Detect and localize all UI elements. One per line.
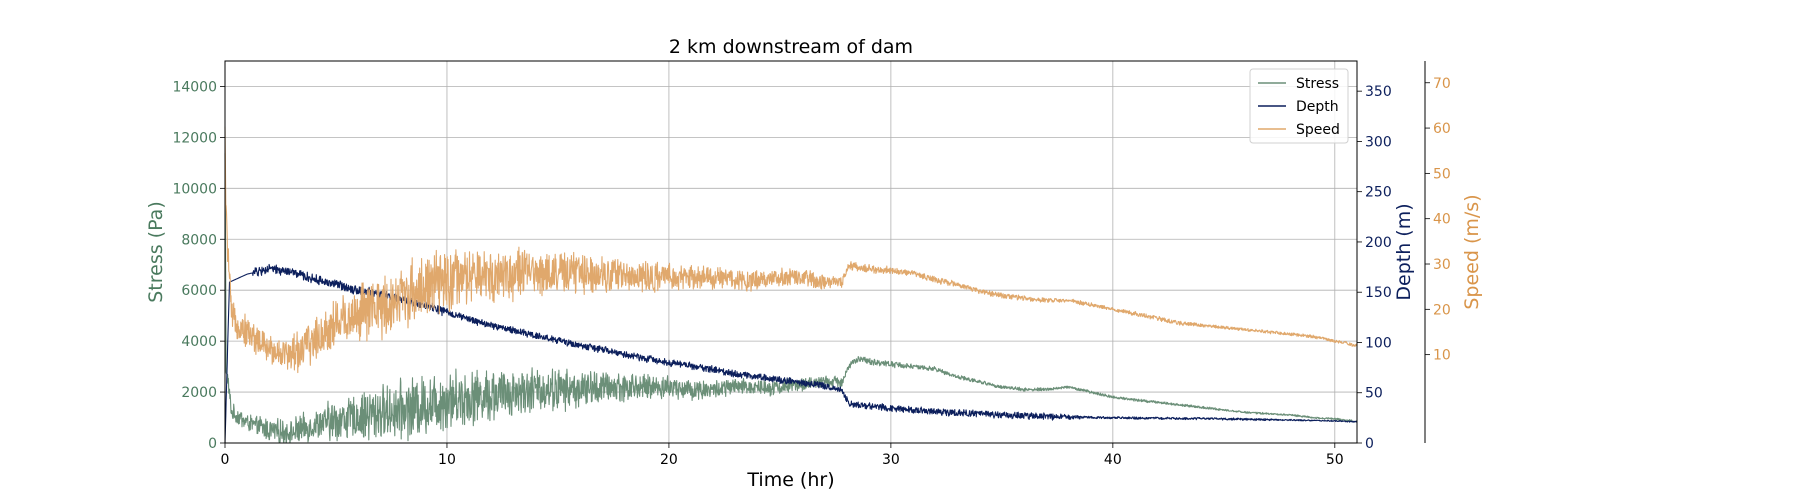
depth-tick-label: 200 [1365, 235, 1392, 251]
plot-frame [224, 60, 1358, 444]
x-tick-label: 50 [1326, 452, 1344, 468]
grid [224, 61, 1357, 444]
speed-tick-label: 50 [1433, 166, 1451, 182]
legend-label-depth: Depth [1296, 99, 1339, 115]
stress-tick-label: 12000 [172, 130, 217, 146]
stress-tick-label: 8000 [181, 232, 217, 248]
speed-tick-label: 30 [1433, 257, 1451, 273]
depth-tick-label: 100 [1365, 335, 1392, 351]
speed-tick-label: 10 [1433, 348, 1451, 364]
x-tick-label: 30 [882, 452, 900, 468]
speed-tick-label: 60 [1433, 121, 1451, 137]
speed-tick-label: 70 [1433, 76, 1451, 92]
plot-area [224, 126, 1358, 444]
stress-tick-label: 0 [208, 436, 217, 452]
stress-tick-label: 6000 [181, 283, 217, 299]
x-axis-title: Time (hr) [746, 469, 834, 491]
depth-tick-label: 50 [1365, 386, 1383, 402]
depth-tick-label: 300 [1365, 134, 1392, 150]
speed-tick-label: 20 [1433, 302, 1451, 318]
x-tick-label: 40 [1104, 452, 1122, 468]
legend: Stress Depth Speed [1249, 68, 1349, 144]
legend-box [1249, 68, 1349, 144]
axes: 0 10 20 30 40 5002000400060008000100001200014… [145, 60, 1483, 468]
stress-tick-label: 14000 [172, 79, 217, 95]
depth-tick-label: 350 [1365, 84, 1392, 100]
series-line-speed [224, 126, 1358, 374]
stress-tick-label: 2000 [181, 385, 217, 401]
stress-tick-label: 10000 [172, 181, 217, 197]
speed-tick-label: 40 [1433, 212, 1451, 228]
depth-tick-label: 150 [1365, 285, 1392, 301]
depth-tick-label: 0 [1365, 436, 1374, 452]
legend-label-speed: Speed [1296, 122, 1340, 138]
stress-tick-label: 4000 [181, 334, 217, 350]
legend-label-stress: Stress [1296, 76, 1339, 92]
stress-axis-title: Stress (Pa) [145, 201, 167, 303]
x-tick-label: 10 [438, 452, 456, 468]
depth-axis-title: Depth (m) [1393, 203, 1415, 300]
chart-title: 2 km downstream of dam [669, 36, 913, 58]
x-tick-label: 0 [221, 452, 230, 468]
depth-tick-label: 250 [1365, 185, 1392, 201]
speed-axis-title: Speed (m/s) [1461, 194, 1483, 309]
x-tick-label: 20 [660, 452, 678, 468]
